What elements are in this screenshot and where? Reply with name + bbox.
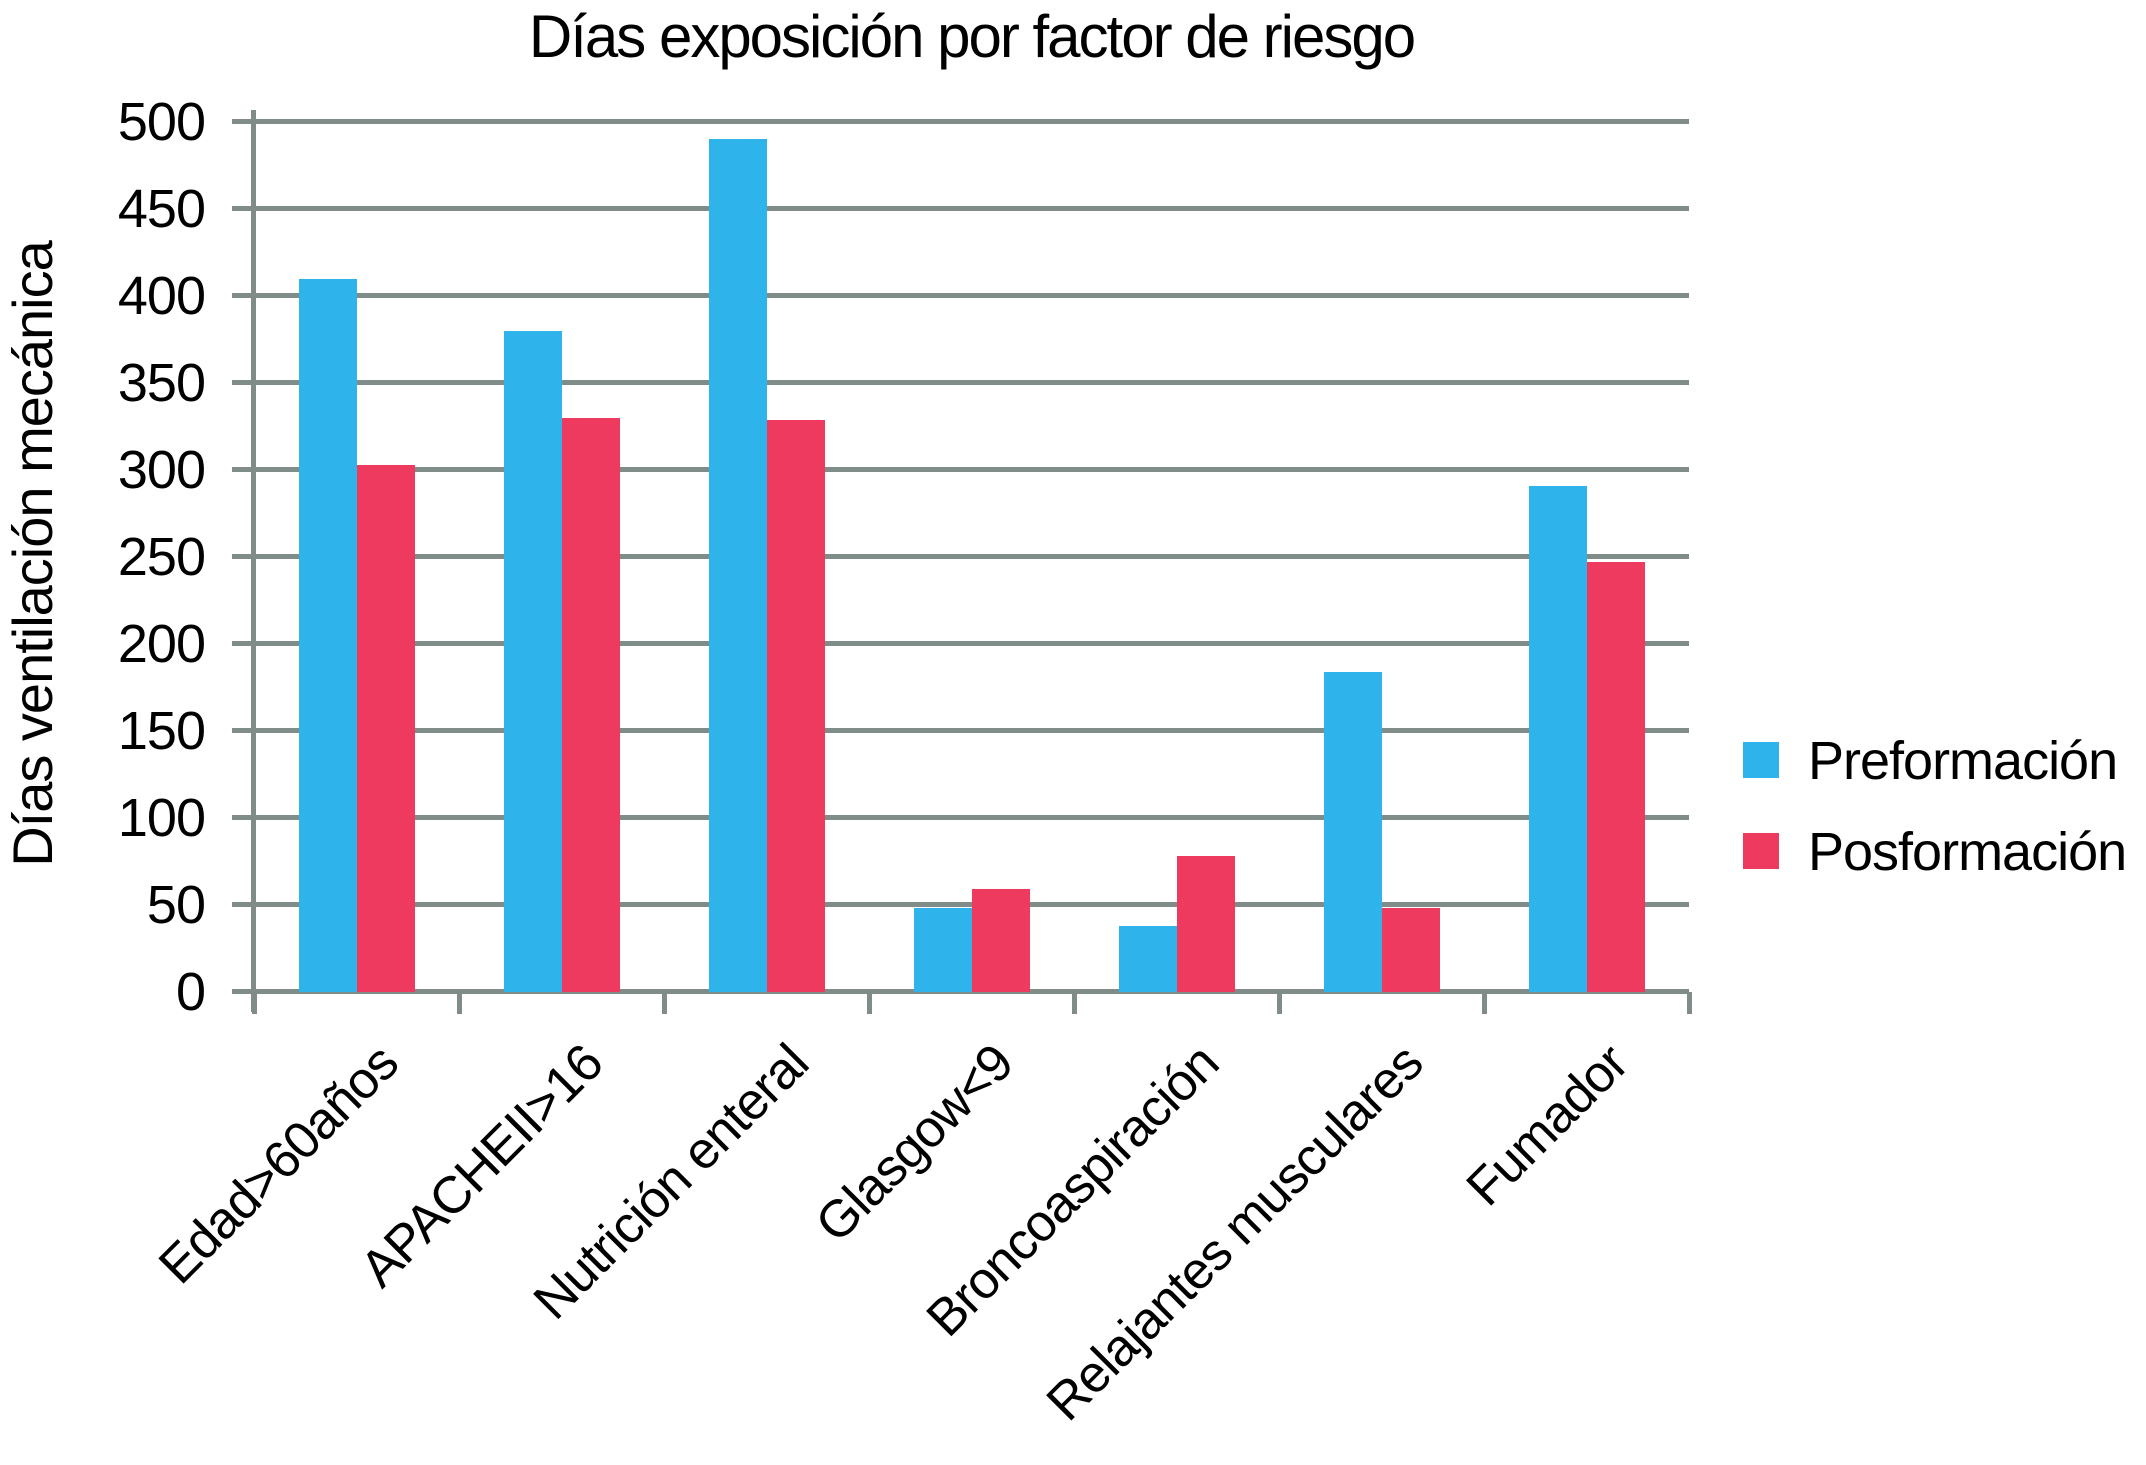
y-tick-mark <box>232 119 254 124</box>
y-tick-mark <box>232 293 254 298</box>
x-tick-mark <box>1277 992 1282 1014</box>
gridline-150 <box>254 728 1689 733</box>
gridline-50 <box>254 902 1689 907</box>
gridline-400 <box>254 293 1689 298</box>
x-tick-mark <box>1072 992 1077 1014</box>
y-tick-mark <box>232 467 254 472</box>
legend-swatch-posformacion <box>1743 833 1779 869</box>
y-tick-mark <box>232 815 254 820</box>
y-tick-mark <box>232 380 254 385</box>
gridline-200 <box>254 641 1689 646</box>
legend-swatch-preformacion <box>1743 742 1779 778</box>
gridline-350 <box>254 380 1689 385</box>
x-tick-mark <box>662 992 667 1014</box>
chart-title: Días exposición por factor de riesgo <box>528 3 1416 70</box>
bar-preformacion-2 <box>504 331 562 992</box>
y-axis-line <box>251 110 256 1012</box>
bar-posformacion-7 <box>1587 562 1645 992</box>
x-category-label: Fumador <box>1456 1033 1640 1218</box>
x-tick-mark <box>1687 992 1692 1014</box>
bar-posformacion-1 <box>357 465 415 992</box>
bar-posformacion-6 <box>1382 908 1440 992</box>
bar-posformacion-4 <box>972 889 1030 992</box>
bar-posformacion-5 <box>1177 856 1235 992</box>
legend-label-posformacion: Posformación <box>1808 822 2127 882</box>
y-tick-label: 200 <box>117 614 206 674</box>
bar-preformacion-1 <box>299 279 357 992</box>
bar-posformacion-2 <box>562 418 620 992</box>
y-tick-mark <box>232 728 254 733</box>
gridline-100 <box>254 815 1689 820</box>
y-tick-label: 500 <box>117 92 206 152</box>
bar-posformacion-3 <box>767 420 825 992</box>
gridline-300 <box>254 467 1689 472</box>
bar-preformacion-6 <box>1324 672 1382 992</box>
y-tick-mark <box>232 554 254 559</box>
legend-label-preformacion: Preformación <box>1808 731 2118 791</box>
y-tick-label: 400 <box>117 266 206 326</box>
x-category-label: Glasgow<9 <box>804 1033 1025 1254</box>
bar-preformacion-4 <box>914 908 972 992</box>
x-tick-mark <box>1482 992 1487 1014</box>
y-tick-label: 150 <box>117 701 206 761</box>
bar-preformacion-7 <box>1529 486 1587 992</box>
y-tick-mark <box>232 989 254 994</box>
y-tick-label: 300 <box>117 440 206 500</box>
gridline-450 <box>254 206 1689 211</box>
gridline-250 <box>254 554 1689 559</box>
x-category-label: Relajantes musculares <box>1036 1033 1435 1433</box>
gridline-500 <box>254 119 1689 124</box>
x-tick-mark <box>867 992 872 1014</box>
y-tick-mark <box>232 641 254 646</box>
y-tick-label: 350 <box>117 353 206 413</box>
y-tick-label: 450 <box>117 179 206 239</box>
y-tick-label: 50 <box>146 875 206 935</box>
y-tick-label: 0 <box>175 962 206 1022</box>
y-tick-mark <box>232 206 254 211</box>
bar-preformacion-3 <box>709 139 767 992</box>
bar-preformacion-5 <box>1119 926 1177 992</box>
x-tick-mark <box>457 992 462 1014</box>
y-tick-mark <box>232 902 254 907</box>
y-tick-label: 250 <box>117 527 206 587</box>
y-tick-label: 100 <box>117 788 206 848</box>
